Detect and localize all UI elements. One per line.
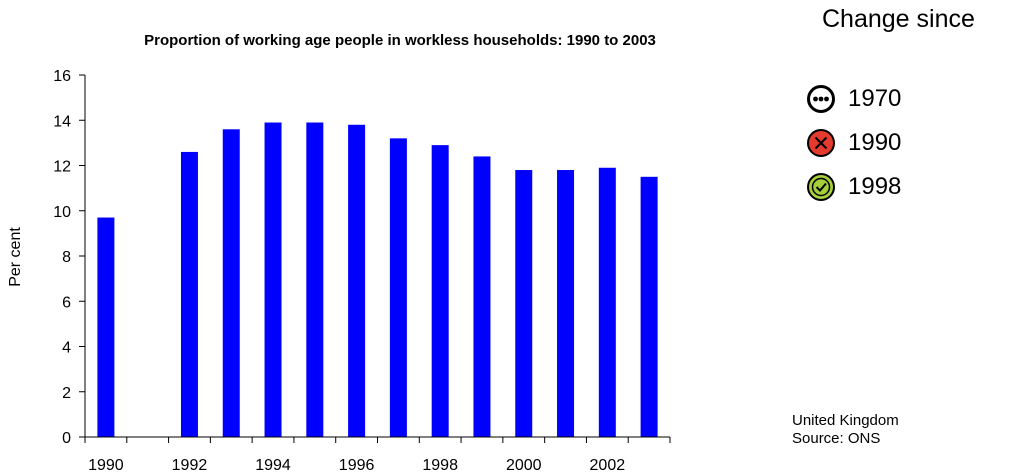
bar-1990: [97, 217, 115, 437]
chart: Proportion of working age people in work…: [7, 32, 671, 472]
bar-1998: [431, 145, 449, 437]
legend-label-1990: 1990: [848, 129, 902, 156]
x-tick-label: 1990: [88, 457, 124, 472]
ellipsis-icon: [807, 85, 835, 113]
x-tick-label: 2002: [590, 457, 626, 472]
bar-1993: [222, 129, 240, 438]
x-tick-label: 1992: [172, 457, 208, 472]
y-tick-label: 16: [53, 68, 71, 85]
y-tick-label: 14: [53, 113, 71, 130]
x-axis: 1990 1992 1994 1996 1998 2000 2002: [84, 437, 671, 472]
bar-2001: [557, 170, 575, 437]
footnote: United Kingdom Source: ONS: [792, 412, 899, 448]
bar-1999: [473, 156, 491, 437]
y-axis: 0 2 4 6 8 10 12 14 16: [53, 68, 85, 447]
y-tick-label: 10: [53, 204, 71, 221]
bars: [97, 122, 658, 438]
chart-title: Proportion of working age people in work…: [144, 32, 656, 49]
y-tick-label: 2: [62, 385, 71, 402]
legend-label-1998: 1998: [848, 173, 902, 200]
legend-title: Change since: [822, 5, 975, 33]
x-tick-label: 1996: [339, 457, 375, 472]
x-tick-label: 2000: [506, 457, 542, 472]
legend-item-1998: 1998: [806, 170, 901, 204]
region-label: United Kingdom: [792, 412, 899, 429]
bar-1994: [264, 122, 282, 437]
bar-1997: [389, 138, 407, 437]
source-label: Source: ONS: [792, 430, 881, 447]
y-tick-label: 8: [62, 249, 71, 266]
y-tick-label: 0: [62, 430, 71, 447]
x-tick-label: 1994: [255, 457, 291, 472]
bar-1996: [348, 124, 366, 438]
bar-1992: [180, 151, 198, 438]
y-tick-label: 4: [62, 340, 71, 357]
cross-icon: [807, 129, 835, 157]
legend-label-1970: 1970: [848, 85, 902, 112]
bar-2000: [515, 170, 533, 437]
check-icon: [807, 173, 835, 201]
x-tick-label: 1998: [422, 457, 458, 472]
bar-2003: [640, 176, 658, 437]
legend-item-1990: 1990: [806, 126, 901, 160]
y-tick-label: 6: [62, 294, 71, 311]
legend-item-1970: 1970: [806, 82, 901, 116]
y-axis-label: Per cent: [7, 227, 24, 287]
y-tick-label: 12: [53, 159, 71, 176]
bar-2002: [598, 167, 616, 437]
bar-1995: [306, 122, 324, 437]
